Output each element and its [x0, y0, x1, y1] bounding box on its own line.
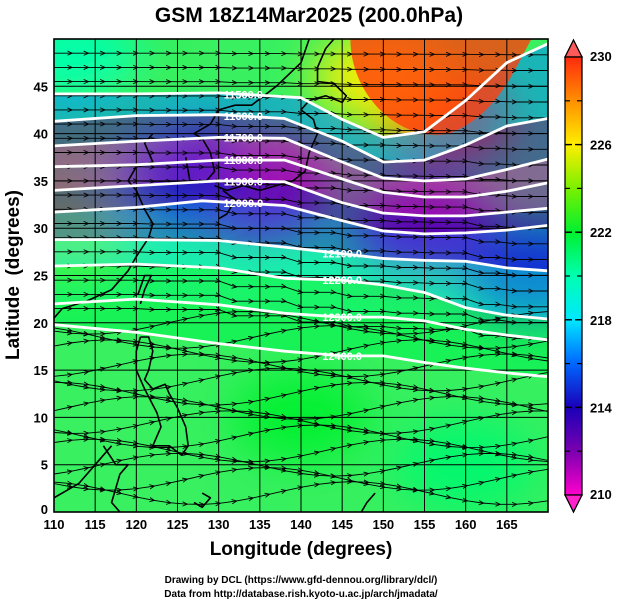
colorbar-tick-label: 222	[590, 225, 612, 240]
credit-drawing: Drawing by DCL (https://www.gfd-dennou.o…	[165, 575, 438, 586]
x-axis-ticks: 110 115 120 125 130 135 140 145 150 155 160 165	[44, 517, 518, 532]
contour-label: 12100.0	[322, 249, 362, 261]
y-tick-label: 5	[41, 458, 48, 473]
grid-lines	[54, 39, 548, 512]
y-tick-label: 20	[34, 316, 48, 331]
contour-label: 11500.0	[224, 89, 263, 101]
height-contour	[54, 199, 548, 236]
height-contour	[54, 323, 548, 379]
height-contour	[54, 136, 548, 183]
chart-title: GSM 18Z14Mar2025 (200.0hPa)	[155, 4, 463, 27]
x-tick-label: 130	[208, 517, 230, 532]
y-tick-label: 40	[34, 127, 48, 142]
x-tick-label: 110	[44, 517, 65, 532]
height-contour	[54, 238, 548, 273]
contour-label: 11800.0	[224, 155, 263, 167]
contour-label: 11600.0	[224, 111, 263, 123]
x-tick-label: 120	[125, 517, 147, 532]
x-tick-label: 140	[290, 517, 312, 532]
field-sample-blob	[54, 39, 141, 103]
contour-label: 12200.0	[322, 275, 362, 287]
credit-data: Data from http://database.rish.kyoto-u.a…	[164, 589, 438, 600]
contour-label: 11900.0	[224, 176, 263, 188]
coastline	[102, 445, 129, 512]
colorbar-under-triangle	[563, 494, 584, 514]
x-tick-label: 135	[249, 517, 271, 532]
coastline	[184, 39, 310, 182]
x-tick-label: 150	[372, 517, 394, 532]
colorbar-tick-label: 210	[590, 487, 612, 502]
y-tick-label: 25	[34, 269, 48, 284]
contour-label: 12000.0	[223, 198, 263, 210]
y-tick-label: 30	[34, 221, 48, 236]
x-tick-label: 145	[331, 517, 353, 532]
colorbar-over-triangle	[563, 38, 584, 58]
y-axis-ticks: 0 5 10 15 20 25 30 35 40 45	[34, 79, 48, 517]
x-axis-label: Longitude (degrees)	[210, 539, 393, 560]
colorbar-tick-label: 218	[590, 313, 612, 328]
colorbar-tick-label: 226	[590, 138, 612, 153]
y-tick-label: 45	[34, 79, 48, 94]
coastline	[218, 189, 236, 220]
x-tick-label: 155	[414, 517, 436, 532]
height-contour	[54, 297, 548, 342]
contour-label: 12400.0	[322, 351, 362, 363]
y-axis-label: Latitude (degrees)	[3, 190, 24, 360]
plot-area: 11500.0 11600.0 11700.0 11800.0 11900.0 12000…	[54, 39, 548, 512]
y-tick-label: 35	[34, 174, 48, 189]
y-tick-label: 10	[34, 410, 48, 425]
coastline	[193, 492, 212, 509]
x-tick-label: 125	[167, 517, 189, 532]
height-contours: 11500.0 11600.0 11700.0 11800.0 11900.0 12000…	[54, 42, 548, 379]
y-tick-label: 0	[41, 502, 48, 517]
x-tick-label: 115	[85, 517, 106, 532]
colorbar-tick-label: 214	[590, 400, 612, 415]
height-contour	[54, 158, 548, 199]
colorbar-ticks: 210 214 218 222 226 230	[565, 49, 612, 502]
coastline	[135, 336, 189, 456]
x-tick-label: 160	[455, 517, 477, 532]
y-tick-label: 15	[34, 363, 48, 378]
height-contour	[54, 179, 548, 218]
coastline	[214, 39, 348, 192]
colorbar: 210 214 218 222 226 230	[563, 38, 612, 514]
height-contour	[54, 42, 548, 139]
height-contour	[54, 262, 548, 321]
contour-label: 11700.0	[224, 133, 263, 145]
x-tick-label: 165	[496, 517, 518, 532]
height-contour	[54, 113, 548, 164]
colorbar-tick-label: 230	[590, 49, 612, 64]
plot-frame	[53, 38, 549, 513]
contour-label: 12300.0	[322, 312, 362, 324]
